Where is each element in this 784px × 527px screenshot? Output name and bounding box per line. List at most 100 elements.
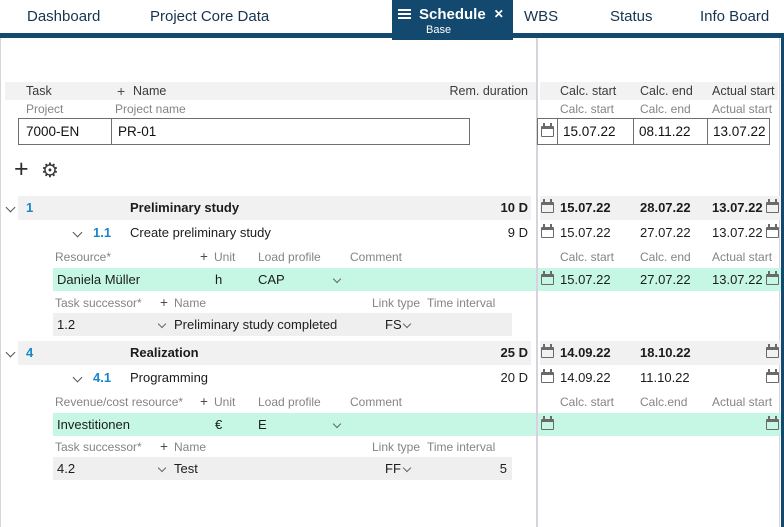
resource-header-label: Revenue/cost resource* [55,395,184,409]
calendar-icon[interactable] [766,199,779,213]
successor-number[interactable]: 1.2 [57,317,76,332]
tab-wbs[interactable]: WBS [524,8,559,25]
add-task-icon[interactable]: + [14,155,29,183]
col-calc-start[interactable]: Calc. start [560,84,617,98]
calc-start-value: 15.07.22 [560,225,611,240]
table-row-task[interactable]: 1.1 Create preliminary study 9 D 15.07.2… [0,221,781,245]
project-actual-start-field[interactable]: 13.07.22 [713,124,766,139]
tab-schedule[interactable]: Schedule ✕ Base [392,0,513,40]
resource-name[interactable]: Investitionen [57,417,130,432]
resource-name[interactable]: Daniela Müller [57,272,141,287]
add-resource-icon[interactable]: + [200,249,208,264]
menu-icon[interactable] [398,9,411,19]
calc-end-value: 28.07.22 [640,200,691,215]
calendar-icon[interactable] [541,369,554,383]
row-background [540,82,778,100]
calendar-icon[interactable] [541,271,554,285]
actual-start-value: 13.07.22 [712,225,763,240]
successor-header-row: Task successor* + Name Link type Time in… [0,437,781,457]
table-row-summary[interactable]: 4 Realization 25 D 14.09.22 18.10.22 [0,341,781,365]
col-calc-end[interactable]: Calc. end [640,84,693,98]
tab-project-core-data[interactable]: Project Core Data [150,8,270,25]
resource-header-label: Resource* [55,250,112,264]
resource-row[interactable]: Daniela Müller h CAP 15.07.22 27.07.22 1… [0,268,781,291]
rem-duration-value: 9 D [507,225,528,240]
collapse-chevron-icon[interactable] [72,227,83,238]
successor-name-header: Name [174,296,207,310]
panel-divider[interactable] [536,38,538,527]
table-header-row: Task + Name Rem. duration Calc. start Ca… [0,82,781,100]
rem-duration-value: 25 D [500,345,528,360]
col-rem-duration[interactable]: Rem. duration [449,84,528,98]
calc-start-sublabel: Calc. start [560,102,615,116]
row-background [53,413,536,436]
project-calc-start-field[interactable]: 15.07.22 [563,124,616,139]
resource-load-profile[interactable]: E [258,417,267,432]
input-divider [707,119,708,144]
add-column-icon[interactable]: + [117,83,126,99]
col-name[interactable]: Name [133,84,167,98]
successor-number[interactable]: 4.2 [57,461,76,476]
load-profile-header: Load profile [258,395,321,409]
calendar-icon[interactable] [541,123,554,137]
unit-header: Unit [214,395,236,409]
calendar-icon[interactable] [541,199,554,213]
row-background [538,268,781,291]
collapse-chevron-icon[interactable] [5,202,16,213]
task-name: Create preliminary study [130,225,271,240]
calendar-icon[interactable] [541,224,554,238]
project-name-field[interactable]: PR-01 [118,124,157,139]
left-border [0,38,1,527]
resource-unit[interactable]: € [215,417,223,432]
calendar-icon[interactable] [766,369,779,383]
calendar-icon[interactable] [766,224,779,238]
add-resource-icon[interactable]: + [200,394,208,409]
collapse-chevron-icon[interactable] [5,347,16,358]
tab-dashboard[interactable]: Dashboard [27,8,101,25]
calendar-icon[interactable] [766,344,779,358]
add-successor-icon[interactable]: + [160,439,168,454]
table-row-summary[interactable]: 1 Preliminary study 10 D 15.07.22 28.07.… [0,196,781,220]
add-successor-icon[interactable]: + [160,295,168,310]
col-task[interactable]: Task [26,84,52,98]
successor-row[interactable]: 4.2 Test FF 5 [0,457,781,480]
tab-status[interactable]: Status [610,8,653,25]
task-number: 4 [26,345,34,360]
successor-header-label: Task successor* [55,296,142,310]
project-calc-end-field[interactable]: 08.11.22 [639,124,691,139]
resource-unit[interactable]: h [215,272,223,287]
successor-row[interactable]: 1.2 Preliminary study completed FS [0,313,781,336]
calc-start-value: 14.09.22 [560,345,611,360]
row-background [18,196,531,220]
actual-start-sublabel: Actual start [712,395,773,409]
time-interval-value[interactable]: 5 [499,461,507,476]
resource-header-row: Revenue/cost resource* + Unit Load profi… [0,392,781,412]
row-background [53,313,512,336]
table-row-task[interactable]: 4.1 Programming 20 D 14.09.22 11.10.22 [0,366,781,390]
calc-end-value: 27.07.22 [640,272,691,287]
calendar-icon[interactable] [766,416,779,430]
collapse-chevron-icon[interactable] [72,372,83,383]
link-type-header: Link type [372,440,421,454]
tab-info-board[interactable]: Info Board [700,8,770,25]
actual-start-sublabel: Actual start [712,102,773,116]
calc-start-sublabel: Calc. start [560,395,615,409]
row-background [18,341,531,365]
link-type-value[interactable]: FF [385,461,401,476]
row-background [540,341,781,365]
project-label: Project [26,102,64,116]
calendar-icon[interactable] [541,344,554,358]
project-dates-group: 15.07.22 08.11.22 13.07.22 [537,118,770,145]
link-type-value[interactable]: FS [385,317,402,332]
col-actual-start[interactable]: Actual start [712,84,775,98]
calc-start-sublabel: Calc. start [560,250,615,264]
close-icon[interactable]: ✕ [493,7,504,21]
calendar-icon[interactable] [541,416,554,430]
calendar-icon[interactable] [766,271,779,285]
resource-row[interactable]: Investitionen € E [0,413,781,436]
link-type-header: Link type [372,296,421,310]
resource-load-profile[interactable]: CAP [258,272,285,287]
gear-icon[interactable]: ⚙ [41,160,59,182]
project-id-field[interactable]: 7000-EN [26,124,80,139]
calc-end-sublabel: Calc. end [640,250,691,264]
